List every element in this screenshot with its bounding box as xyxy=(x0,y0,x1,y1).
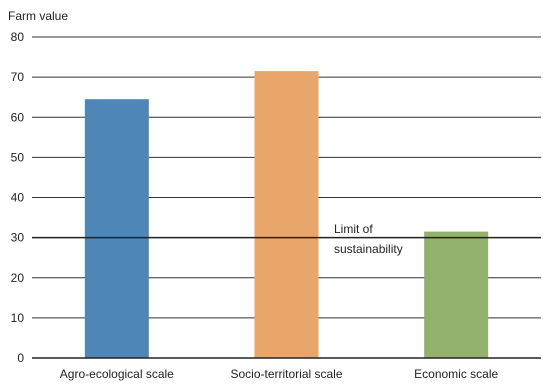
y-axis-title: Farm value xyxy=(8,9,68,23)
y-tick-label: 40 xyxy=(11,191,25,205)
reference-line-label-line2: sustainability xyxy=(334,242,403,256)
y-tick-label: 50 xyxy=(11,150,25,164)
y-tick-label: 30 xyxy=(11,231,25,245)
y-tick-label: 70 xyxy=(11,70,25,84)
y-tick-label: 0 xyxy=(17,351,24,365)
x-tick-label: Socio-territorial scale xyxy=(230,367,342,381)
y-tick-label: 10 xyxy=(11,311,25,325)
bar xyxy=(84,99,149,358)
y-tick-label: 20 xyxy=(11,271,25,285)
x-tick-label: Agro-ecological scale xyxy=(60,367,174,381)
axes: 0 10 20 30 40 50 60 70 80 Agro-ecological scale So… xyxy=(11,30,541,381)
bar xyxy=(424,231,489,358)
y-tick-label: 60 xyxy=(11,110,25,124)
bar xyxy=(254,71,319,358)
reference-line-label-line1: Limit of xyxy=(334,222,373,236)
bars xyxy=(84,71,489,358)
x-tick-label: Economic scale xyxy=(414,367,498,381)
y-tick-label: 80 xyxy=(11,30,25,44)
